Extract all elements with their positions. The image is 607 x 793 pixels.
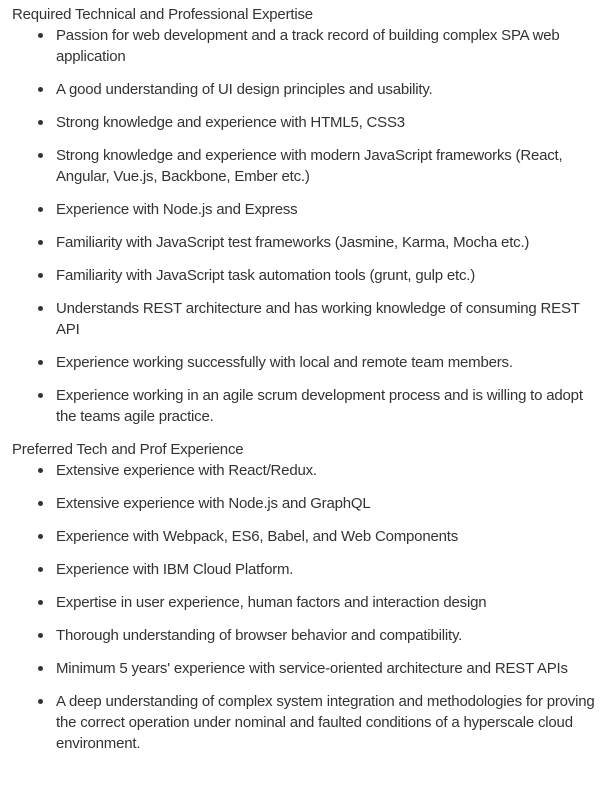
list-item: Expertise in user experience, human fact…: [38, 592, 595, 613]
list-item: Strong knowledge and experience with mod…: [38, 145, 595, 187]
section-required: Required Technical and Professional Expe…: [12, 4, 595, 427]
list-item: Experience with Webpack, ES6, Babel, and…: [38, 526, 595, 547]
list-item: Experience with IBM Cloud Platform.: [38, 559, 595, 580]
list-item: Familiarity with JavaScript test framewo…: [38, 232, 595, 253]
list-item: Extensive experience with React/Redux.: [38, 460, 595, 481]
section-preferred: Preferred Tech and Prof Experience Exten…: [12, 439, 595, 754]
list-item: Experience working in an agile scrum dev…: [38, 385, 595, 427]
list-item: Minimum 5 years' experience with service…: [38, 658, 595, 679]
preferred-list: Extensive experience with React/Redux. E…: [12, 460, 595, 754]
job-requirements-content: Required Technical and Professional Expe…: [12, 4, 595, 754]
list-item: Experience working successfully with loc…: [38, 352, 595, 373]
list-item: Strong knowledge and experience with HTM…: [38, 112, 595, 133]
list-item: Extensive experience with Node.js and Gr…: [38, 493, 595, 514]
list-item: A good understanding of UI design princi…: [38, 79, 595, 100]
list-item: A deep understanding of complex system i…: [38, 693, 595, 752]
required-list: Passion for web development and a track …: [12, 25, 595, 427]
section-heading-required: Required Technical and Professional Expe…: [12, 6, 313, 23]
list-item: Familiarity with JavaScript task automat…: [38, 265, 595, 286]
list-item: Passion for web development and a track …: [38, 25, 595, 67]
list-item: Understands REST architecture and has wo…: [38, 298, 595, 340]
list-item: Thorough understanding of browser behavi…: [38, 625, 595, 646]
section-heading-preferred: Preferred Tech and Prof Experience: [12, 441, 244, 458]
list-item: Experience with Node.js and Express: [38, 199, 595, 220]
